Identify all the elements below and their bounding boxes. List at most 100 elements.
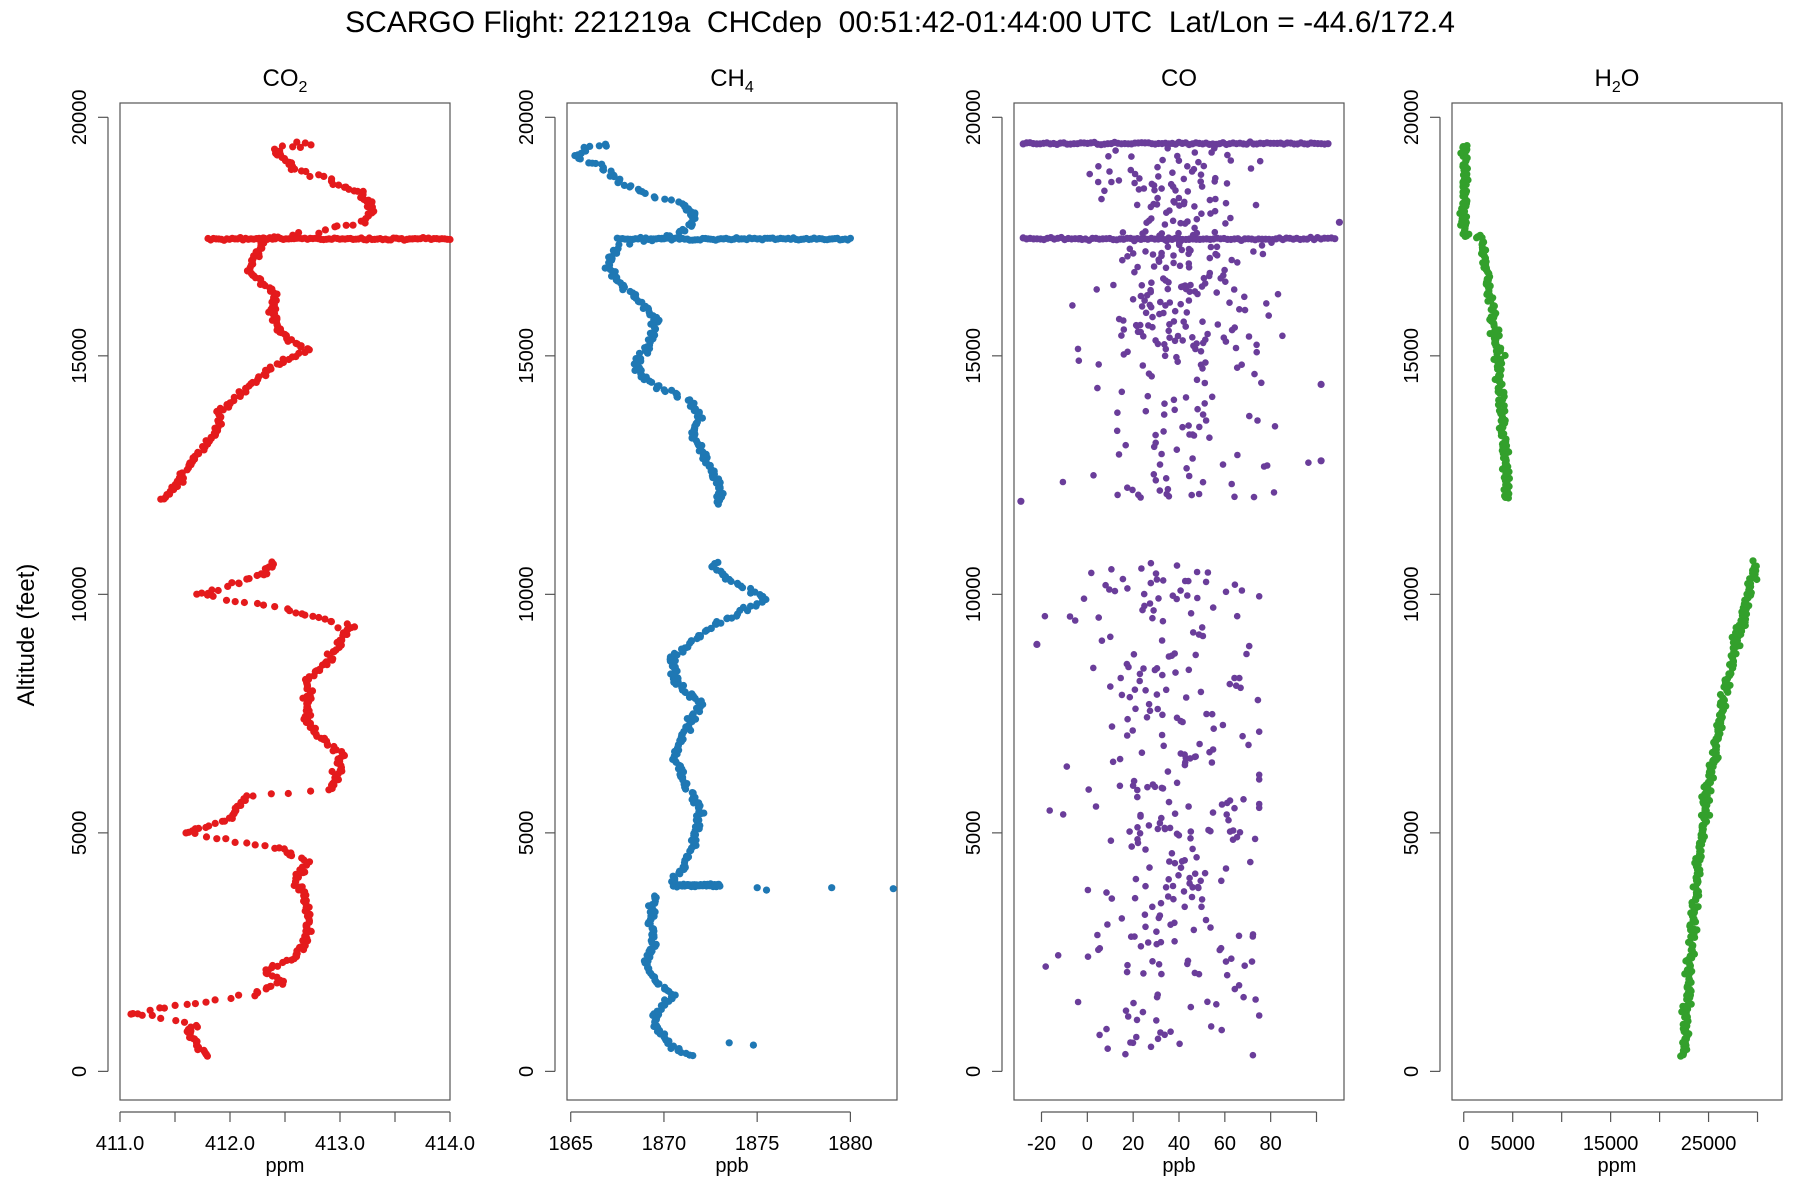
data-point <box>1149 313 1156 321</box>
data-point <box>1095 946 1102 954</box>
data-point <box>1153 928 1160 935</box>
data-point <box>1222 588 1230 596</box>
data-point <box>1184 218 1191 225</box>
data-point <box>1129 296 1137 303</box>
data-point <box>1209 809 1217 816</box>
data-point <box>679 681 688 690</box>
data-point <box>1254 696 1262 704</box>
data-point <box>279 355 287 363</box>
data-point <box>1177 300 1184 308</box>
x-tick-label: 20 <box>1122 1133 1144 1155</box>
data-point <box>306 172 314 181</box>
data-point <box>1251 835 1259 843</box>
data-point <box>1140 970 1147 977</box>
data-point <box>182 829 190 837</box>
data-point <box>1199 632 1207 640</box>
data-point <box>1122 1007 1130 1014</box>
data-point <box>1120 326 1128 333</box>
data-point <box>1090 664 1097 672</box>
data-point <box>347 624 355 632</box>
data-point <box>1241 962 1248 969</box>
data-point <box>1158 814 1165 822</box>
data-point <box>1163 209 1170 216</box>
data-point <box>1103 889 1110 896</box>
data-point <box>1198 903 1205 911</box>
data-point <box>1495 332 1503 340</box>
data-point <box>1245 741 1252 749</box>
data-point <box>1165 798 1173 806</box>
data-point <box>231 598 239 606</box>
data-point <box>1194 594 1201 602</box>
data-point <box>1134 839 1142 847</box>
data-point <box>1234 451 1241 459</box>
data-point <box>1155 258 1163 266</box>
data-point <box>180 1018 189 1026</box>
data-point <box>1148 373 1155 380</box>
data-point <box>1088 569 1095 577</box>
data-point <box>1249 1051 1257 1059</box>
data-point <box>1205 826 1212 834</box>
data-point <box>1258 379 1265 387</box>
data-point <box>1133 1016 1141 1024</box>
data-point <box>1169 183 1177 190</box>
data-point <box>127 1010 135 1018</box>
data-point <box>1171 859 1179 867</box>
data-point <box>1107 837 1115 844</box>
data-point <box>1041 612 1049 620</box>
data-point <box>1694 903 1702 911</box>
data-point <box>256 280 265 288</box>
data-point <box>733 579 742 588</box>
data-point <box>661 996 669 1004</box>
data-point <box>1084 886 1092 894</box>
data-point <box>1222 220 1229 227</box>
data-point <box>1198 624 1206 631</box>
data-point <box>1155 173 1162 180</box>
data-point <box>1132 875 1140 883</box>
data-point <box>1135 186 1143 193</box>
data-point <box>1171 307 1179 315</box>
data-point <box>1716 691 1725 699</box>
data-point <box>1204 330 1211 338</box>
data-point <box>1240 993 1247 1001</box>
x-tick-label: 414.0 <box>425 1133 475 1155</box>
data-point <box>1188 893 1196 901</box>
data-point <box>1165 876 1172 883</box>
data-point <box>1331 235 1339 243</box>
data-point <box>1114 409 1121 417</box>
data-point <box>650 193 658 201</box>
data-point <box>668 386 676 394</box>
data-point <box>1156 461 1164 468</box>
data-point <box>1166 824 1174 832</box>
data-point <box>715 475 723 483</box>
data-point <box>620 181 629 189</box>
data-point <box>1145 700 1153 708</box>
data-point <box>1185 297 1193 304</box>
data-point <box>1248 958 1256 965</box>
data-point <box>1152 570 1160 577</box>
data-point <box>1240 796 1247 803</box>
data-point <box>1069 302 1076 309</box>
data-point <box>171 1001 179 1010</box>
data-point <box>1115 177 1123 184</box>
data-point <box>1174 332 1182 340</box>
data-point <box>1173 562 1181 569</box>
data-point <box>146 1006 154 1014</box>
data-point <box>1211 145 1218 152</box>
data-point <box>1186 874 1193 882</box>
data-point <box>1165 493 1173 500</box>
data-point <box>1127 166 1135 174</box>
data-point <box>1185 803 1192 810</box>
data-point <box>1255 776 1263 783</box>
data-point <box>1134 793 1141 801</box>
data-point <box>1211 178 1218 185</box>
data-point <box>1223 180 1231 187</box>
data-point <box>1197 348 1205 355</box>
data-point <box>661 195 669 203</box>
data-point <box>192 1021 200 1030</box>
data-point <box>688 789 696 797</box>
data-point <box>251 841 259 849</box>
data-point <box>1247 165 1255 172</box>
data-point <box>1117 235 1124 243</box>
panel-ch4: CH4 0 5000 10000 15000 20000 1865 1870 1875 1880 p… <box>516 65 898 1177</box>
data-point <box>1226 828 1234 835</box>
